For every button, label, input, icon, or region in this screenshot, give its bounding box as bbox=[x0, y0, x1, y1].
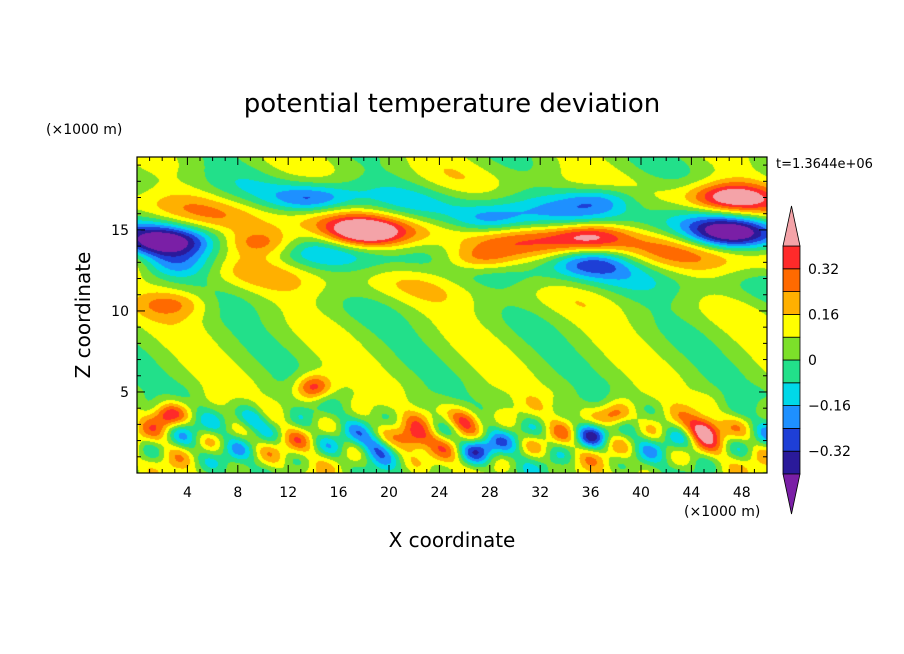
colorbar-tick-label: 0 bbox=[808, 353, 817, 369]
x-tick-label: 20 bbox=[380, 485, 398, 501]
contour-field-canvas bbox=[137, 157, 767, 473]
colorbar-tick-label: 0.16 bbox=[808, 307, 839, 323]
time-label: t=1.3644e+06 bbox=[776, 157, 873, 172]
x-tick-label: 24 bbox=[430, 485, 448, 501]
y-tick-label: 15 bbox=[111, 223, 129, 239]
x-tick-label: 16 bbox=[330, 485, 348, 501]
y-axis-label: Z coordinate bbox=[71, 252, 95, 379]
chart-title: potential temperature deviation bbox=[244, 89, 660, 119]
colorbar-bin bbox=[782, 245, 801, 270]
x-tick-label: 32 bbox=[531, 485, 549, 501]
colorbar: 0.32 0.16 0 −0.16 −0.32 bbox=[782, 205, 851, 515]
x-axis-unit: (×1000 m) bbox=[684, 504, 760, 520]
colorbar-bin bbox=[782, 359, 801, 384]
colorbar-bin bbox=[782, 450, 801, 475]
colorbar-low-arrow bbox=[782, 473, 801, 515]
colorbar-high-arrow bbox=[782, 205, 801, 247]
colorbar-bin bbox=[782, 313, 801, 338]
x-axis-label: X coordinate bbox=[389, 528, 516, 552]
x-tick-label: 44 bbox=[682, 485, 700, 501]
contour-field bbox=[137, 157, 767, 473]
colorbar-bin bbox=[782, 291, 801, 315]
x-tick-label: 48 bbox=[733, 485, 751, 501]
colorbar-tick-label: 0.32 bbox=[808, 262, 839, 278]
colorbar-bin bbox=[782, 405, 801, 429]
colorbar-tick-label: −0.16 bbox=[808, 399, 851, 415]
x-tick-label: 36 bbox=[582, 485, 600, 501]
colorbar-bin bbox=[782, 382, 801, 406]
x-tick-label: 28 bbox=[481, 485, 499, 501]
y-axis-unit: (×1000 m) bbox=[46, 122, 122, 138]
colorbar-bin bbox=[782, 268, 801, 292]
colorbar-bin bbox=[782, 336, 801, 361]
x-tick-label: 40 bbox=[632, 485, 650, 501]
x-tick-label: 12 bbox=[279, 485, 297, 501]
x-tick-label: 4 bbox=[183, 485, 192, 501]
colorbar-tick-label: −0.32 bbox=[808, 444, 851, 460]
y-tick-label: 10 bbox=[111, 304, 129, 320]
y-tick-label: 5 bbox=[120, 385, 129, 401]
x-tick-label: 8 bbox=[233, 485, 242, 501]
colorbar-bin bbox=[782, 427, 801, 452]
